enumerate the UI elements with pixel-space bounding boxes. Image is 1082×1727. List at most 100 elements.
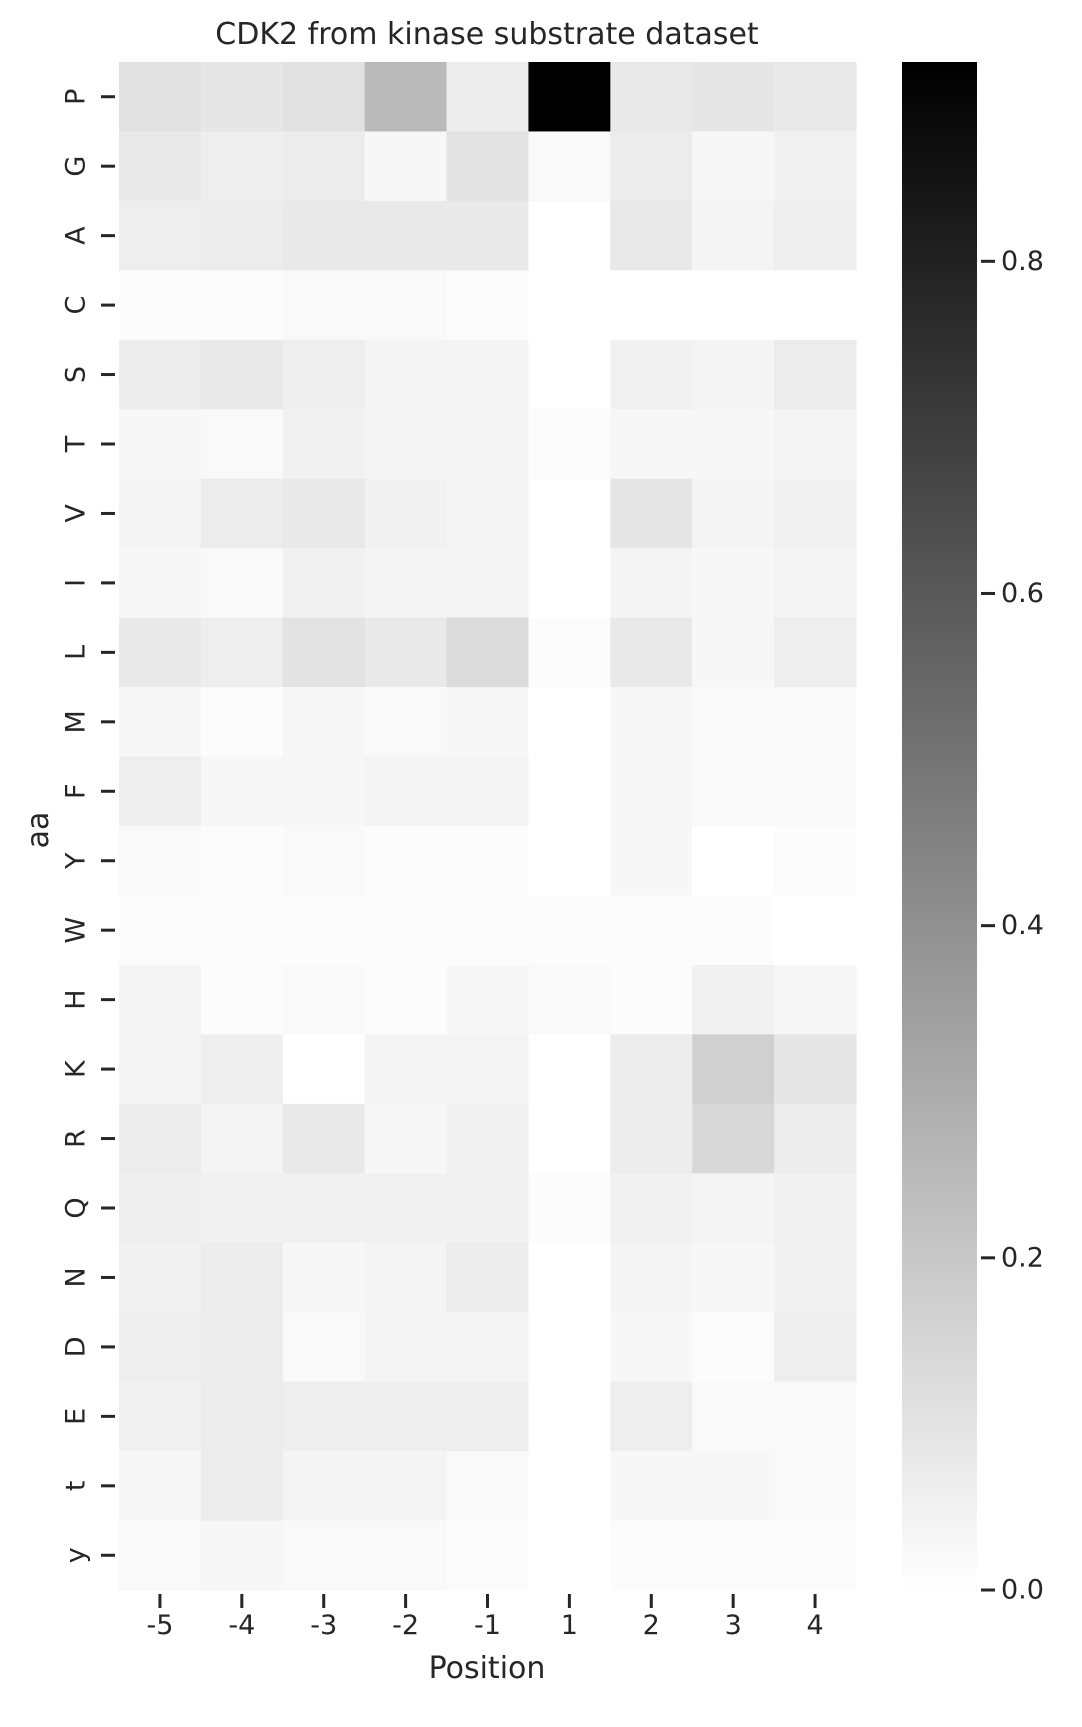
heatmap-cell-M--1 [446,687,530,758]
heatmap-cell-Y--1 [446,826,530,897]
heatmap-cell-P-2 [610,62,693,133]
colorbar-axis: 0.0 0.2 0.4 0.6 0.8 [981,246,1044,1606]
heatmap-cell-S--5 [119,339,202,410]
y-tick-label: I [61,579,92,587]
heatmap-cell-I--5 [119,548,202,619]
heatmap-cell-V-4 [774,478,857,549]
heatmap-cell-V-1 [528,478,611,549]
heatmap-cell-L--1 [446,617,530,688]
heatmap-cell-H-2 [610,964,693,1035]
heatmap-cell-H--5 [119,964,202,1035]
heatmap-cell-t--2 [364,1451,448,1522]
heatmap-cell-K--2 [364,1034,448,1105]
heatmap-cell-T--5 [119,409,202,480]
heatmap-cell-L--5 [119,617,202,688]
heatmap-cell-W--4 [200,895,284,966]
heatmap-cell-C--3 [282,270,366,341]
x-tick-label: 3 [725,1610,742,1641]
heatmap-cell-A--4 [200,200,284,271]
heatmap-cell-K-4 [774,1034,857,1105]
heatmap-cell-A--5 [119,200,202,271]
heatmap-cell-G--5 [119,131,202,202]
heatmap-cell-N--4 [200,1242,284,1313]
heatmap-cell-M-4 [774,687,857,758]
heatmap-cell-t-2 [610,1451,693,1522]
y-tick-label: y [61,1547,92,1563]
heatmap-cell-t--5 [119,1451,202,1522]
heatmap-cell-Y-1 [528,826,611,897]
heatmap-cell-I-2 [610,548,693,619]
heatmap-cell-F--4 [200,756,284,827]
x-tick-label: 1 [561,1610,578,1641]
y-tick-label: Q [61,1197,92,1218]
heatmap-cell-G--2 [364,131,448,202]
colorbar-tick-label: 0.6 [1001,578,1044,609]
heatmap-cell-Q--4 [200,1173,284,1244]
heatmap-cell-y--3 [282,1520,366,1591]
heatmap-cell-K--1 [446,1034,530,1105]
heatmap-cell-R-3 [692,1103,775,1174]
heatmap-cell-S--4 [200,339,284,410]
heatmap-cell-F--2 [364,756,448,827]
heatmap-cell-H--3 [282,964,366,1035]
heatmap-cell-Y--4 [200,826,284,897]
heatmap-cell-K-3 [692,1034,775,1105]
heatmap-cell-T-2 [610,409,693,480]
heatmap-cell-D--4 [200,1312,284,1383]
heatmap-cell-t-3 [692,1451,775,1522]
x-tick-label: 4 [806,1610,823,1641]
heatmap-cell-D-4 [774,1312,857,1383]
heatmap-cell-A-1 [528,200,611,271]
y-axis-label: aa [21,812,56,849]
heatmap-cell-A-3 [692,200,775,271]
heatmap-cell-A--3 [282,200,366,271]
heatmap-cell-M-3 [692,687,775,758]
y-tick-label: F [61,784,92,800]
x-tick-label: -3 [310,1610,337,1641]
heatmap-cell-G-1 [528,131,611,202]
heatmap-cell-t-1 [528,1451,611,1522]
heatmap-cell-F-4 [774,756,857,827]
heatmap-cell-D--5 [119,1312,202,1383]
y-tick-label: W [61,917,92,944]
y-tick-label: T [61,435,92,453]
heatmap-cell-F-1 [528,756,611,827]
heatmap-cell-P-4 [774,62,857,133]
heatmap-cell-Y-3 [692,826,775,897]
heatmap-cell-T--2 [364,409,448,480]
x-tick-label: 2 [643,1610,660,1641]
heatmap-cell-L--2 [364,617,448,688]
heatmap-cell-S-2 [610,339,693,410]
heatmap-cell-S-4 [774,339,857,410]
y-tick-label: K [61,1059,92,1078]
heatmap-cell-Q-3 [692,1173,775,1244]
heatmap-cell-y-2 [610,1520,693,1591]
heatmap-cell-N--5 [119,1242,202,1313]
heatmap-cell-L-3 [692,617,775,688]
heatmap-cell-E-4 [774,1381,857,1452]
heatmap-cell-F-3 [692,756,775,827]
y-tick-label: M [61,710,92,733]
y-axis: P G A C S T V I L M F Y W H K R Q N D Et y [61,89,115,1563]
y-tick-label: A [61,226,92,245]
x-axis: -5 -4 -3 -2 -1 1 2 3 4 [146,1594,824,1641]
heatmap-cell-M-1 [528,687,611,758]
heatmap-cell-I--1 [446,548,530,619]
y-tick-label: L [61,645,92,660]
heatmap-cell-V-3 [692,478,775,549]
heatmap-cell-E--5 [119,1381,202,1452]
heatmap-cell-M--4 [200,687,284,758]
heatmap-cell-T--4 [200,409,284,480]
heatmap-cell-Q--5 [119,1173,202,1244]
heatmap-cell-R--5 [119,1103,202,1174]
heatmap-cell-W-4 [774,895,857,966]
heatmap-cell-P--1 [446,62,530,133]
heatmap-cell-Y-2 [610,826,693,897]
heatmap-cell-H--1 [446,964,530,1035]
heatmap-cell-A-2 [610,200,693,271]
heatmap-cell-y--5 [119,1520,202,1591]
heatmap-cell-W-1 [528,895,611,966]
heatmap-cell-C-4 [774,270,857,341]
heatmap-cell-D-1 [528,1312,611,1383]
heatmap-cell-W--5 [119,895,202,966]
